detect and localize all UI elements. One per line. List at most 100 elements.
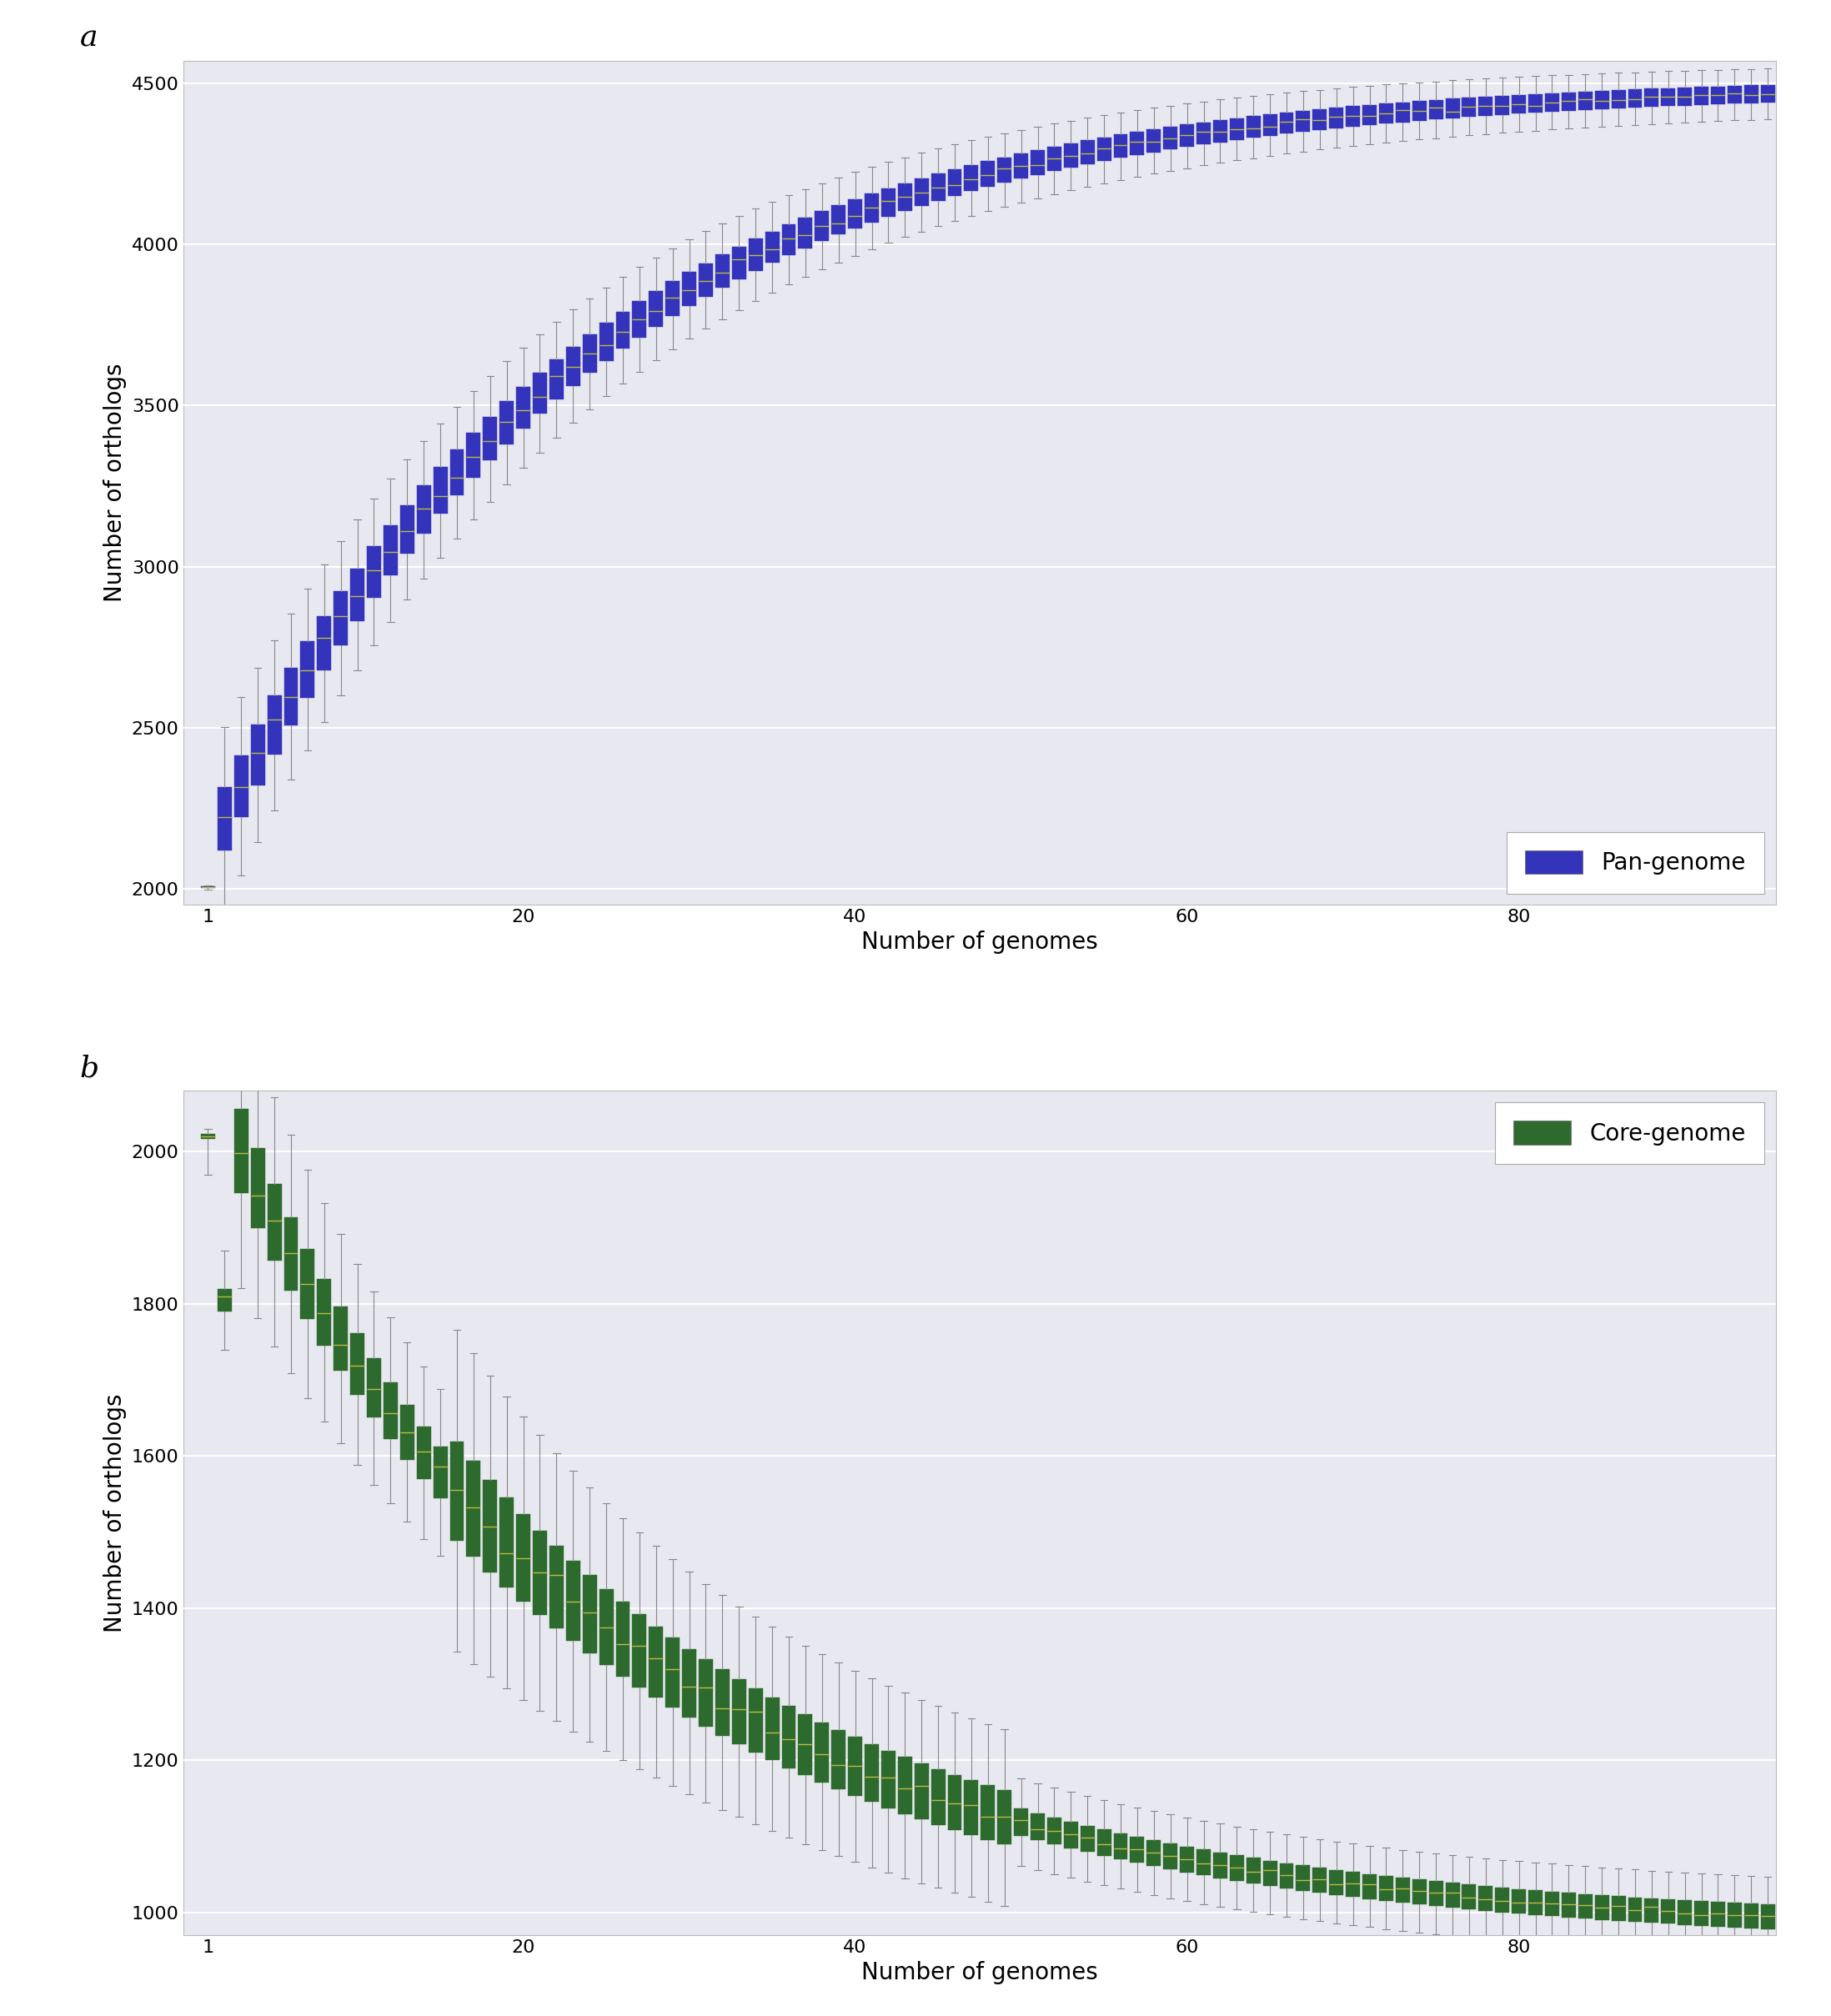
PathPatch shape	[1014, 153, 1029, 179]
PathPatch shape	[815, 1722, 829, 1782]
PathPatch shape	[782, 1706, 796, 1768]
PathPatch shape	[930, 173, 945, 202]
PathPatch shape	[965, 165, 978, 192]
PathPatch shape	[1611, 1897, 1626, 1921]
PathPatch shape	[1644, 89, 1659, 107]
PathPatch shape	[1263, 115, 1276, 135]
PathPatch shape	[1313, 109, 1327, 131]
PathPatch shape	[1047, 1818, 1062, 1845]
PathPatch shape	[1080, 141, 1095, 163]
PathPatch shape	[615, 1603, 630, 1677]
PathPatch shape	[1727, 1903, 1741, 1927]
PathPatch shape	[948, 1774, 961, 1831]
PathPatch shape	[1031, 149, 1046, 175]
PathPatch shape	[1196, 1849, 1210, 1875]
PathPatch shape	[1230, 1855, 1243, 1881]
PathPatch shape	[1562, 93, 1576, 111]
PathPatch shape	[1661, 89, 1675, 107]
PathPatch shape	[1346, 1873, 1360, 1897]
PathPatch shape	[549, 359, 564, 399]
PathPatch shape	[599, 1589, 613, 1665]
PathPatch shape	[383, 1383, 397, 1439]
PathPatch shape	[1014, 1808, 1029, 1835]
PathPatch shape	[914, 1764, 928, 1820]
PathPatch shape	[1677, 87, 1692, 105]
PathPatch shape	[417, 1425, 430, 1480]
PathPatch shape	[450, 450, 463, 496]
PathPatch shape	[1745, 1903, 1758, 1927]
PathPatch shape	[1428, 1881, 1443, 1905]
PathPatch shape	[897, 1758, 912, 1814]
PathPatch shape	[782, 224, 796, 256]
PathPatch shape	[599, 323, 613, 361]
PathPatch shape	[765, 232, 780, 262]
PathPatch shape	[366, 546, 381, 597]
PathPatch shape	[1395, 1877, 1410, 1903]
PathPatch shape	[234, 1109, 249, 1193]
PathPatch shape	[1179, 125, 1194, 147]
PathPatch shape	[1694, 87, 1708, 105]
PathPatch shape	[665, 280, 679, 317]
PathPatch shape	[981, 1786, 994, 1841]
PathPatch shape	[1313, 1867, 1327, 1893]
PathPatch shape	[1595, 1895, 1609, 1919]
PathPatch shape	[749, 1689, 764, 1752]
PathPatch shape	[831, 206, 846, 234]
PathPatch shape	[981, 161, 994, 187]
PathPatch shape	[1346, 107, 1360, 127]
PathPatch shape	[930, 1768, 945, 1824]
PathPatch shape	[434, 1447, 447, 1498]
PathPatch shape	[699, 262, 712, 296]
PathPatch shape	[632, 1615, 646, 1687]
PathPatch shape	[1479, 97, 1492, 117]
PathPatch shape	[1529, 1891, 1542, 1915]
PathPatch shape	[1113, 1833, 1128, 1859]
PathPatch shape	[267, 1183, 282, 1260]
PathPatch shape	[1412, 1879, 1426, 1905]
PathPatch shape	[1329, 107, 1344, 129]
PathPatch shape	[831, 1730, 846, 1790]
PathPatch shape	[1428, 101, 1443, 119]
PathPatch shape	[815, 212, 829, 242]
PathPatch shape	[1047, 147, 1062, 171]
PathPatch shape	[848, 200, 862, 228]
X-axis label: Number of genomes: Number of genomes	[861, 929, 1099, 954]
PathPatch shape	[1280, 1863, 1295, 1889]
PathPatch shape	[749, 238, 764, 270]
PathPatch shape	[1595, 91, 1609, 109]
PathPatch shape	[1445, 99, 1459, 119]
Text: b: b	[79, 1054, 99, 1083]
Y-axis label: Number of orthologs: Number of orthologs	[104, 363, 126, 603]
PathPatch shape	[201, 1135, 214, 1139]
PathPatch shape	[914, 179, 928, 206]
PathPatch shape	[218, 1288, 233, 1312]
PathPatch shape	[1611, 91, 1626, 109]
PathPatch shape	[1247, 1859, 1260, 1883]
PathPatch shape	[1130, 131, 1144, 155]
PathPatch shape	[765, 1697, 780, 1760]
PathPatch shape	[1694, 1901, 1708, 1925]
PathPatch shape	[333, 591, 348, 645]
PathPatch shape	[648, 1627, 663, 1697]
PathPatch shape	[1512, 95, 1525, 113]
PathPatch shape	[716, 254, 729, 288]
PathPatch shape	[284, 667, 298, 726]
PathPatch shape	[1163, 127, 1177, 149]
PathPatch shape	[434, 468, 447, 514]
PathPatch shape	[1296, 111, 1311, 131]
PathPatch shape	[732, 1679, 745, 1744]
PathPatch shape	[1677, 1901, 1692, 1925]
PathPatch shape	[632, 300, 646, 337]
PathPatch shape	[1179, 1847, 1194, 1873]
PathPatch shape	[948, 169, 961, 196]
PathPatch shape	[1545, 93, 1560, 111]
PathPatch shape	[1097, 1829, 1111, 1857]
PathPatch shape	[483, 1480, 498, 1572]
PathPatch shape	[1296, 1865, 1311, 1891]
PathPatch shape	[1710, 87, 1725, 105]
PathPatch shape	[683, 272, 696, 306]
PathPatch shape	[533, 373, 547, 413]
PathPatch shape	[1379, 1877, 1393, 1901]
PathPatch shape	[350, 569, 364, 621]
PathPatch shape	[1247, 117, 1260, 137]
